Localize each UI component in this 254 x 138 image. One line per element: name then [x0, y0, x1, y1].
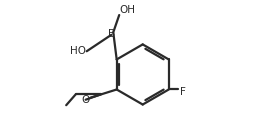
- Text: O: O: [81, 95, 89, 105]
- Text: OH: OH: [119, 5, 135, 15]
- Text: F: F: [180, 87, 185, 97]
- Text: B: B: [108, 29, 116, 39]
- Text: HO: HO: [70, 46, 86, 56]
